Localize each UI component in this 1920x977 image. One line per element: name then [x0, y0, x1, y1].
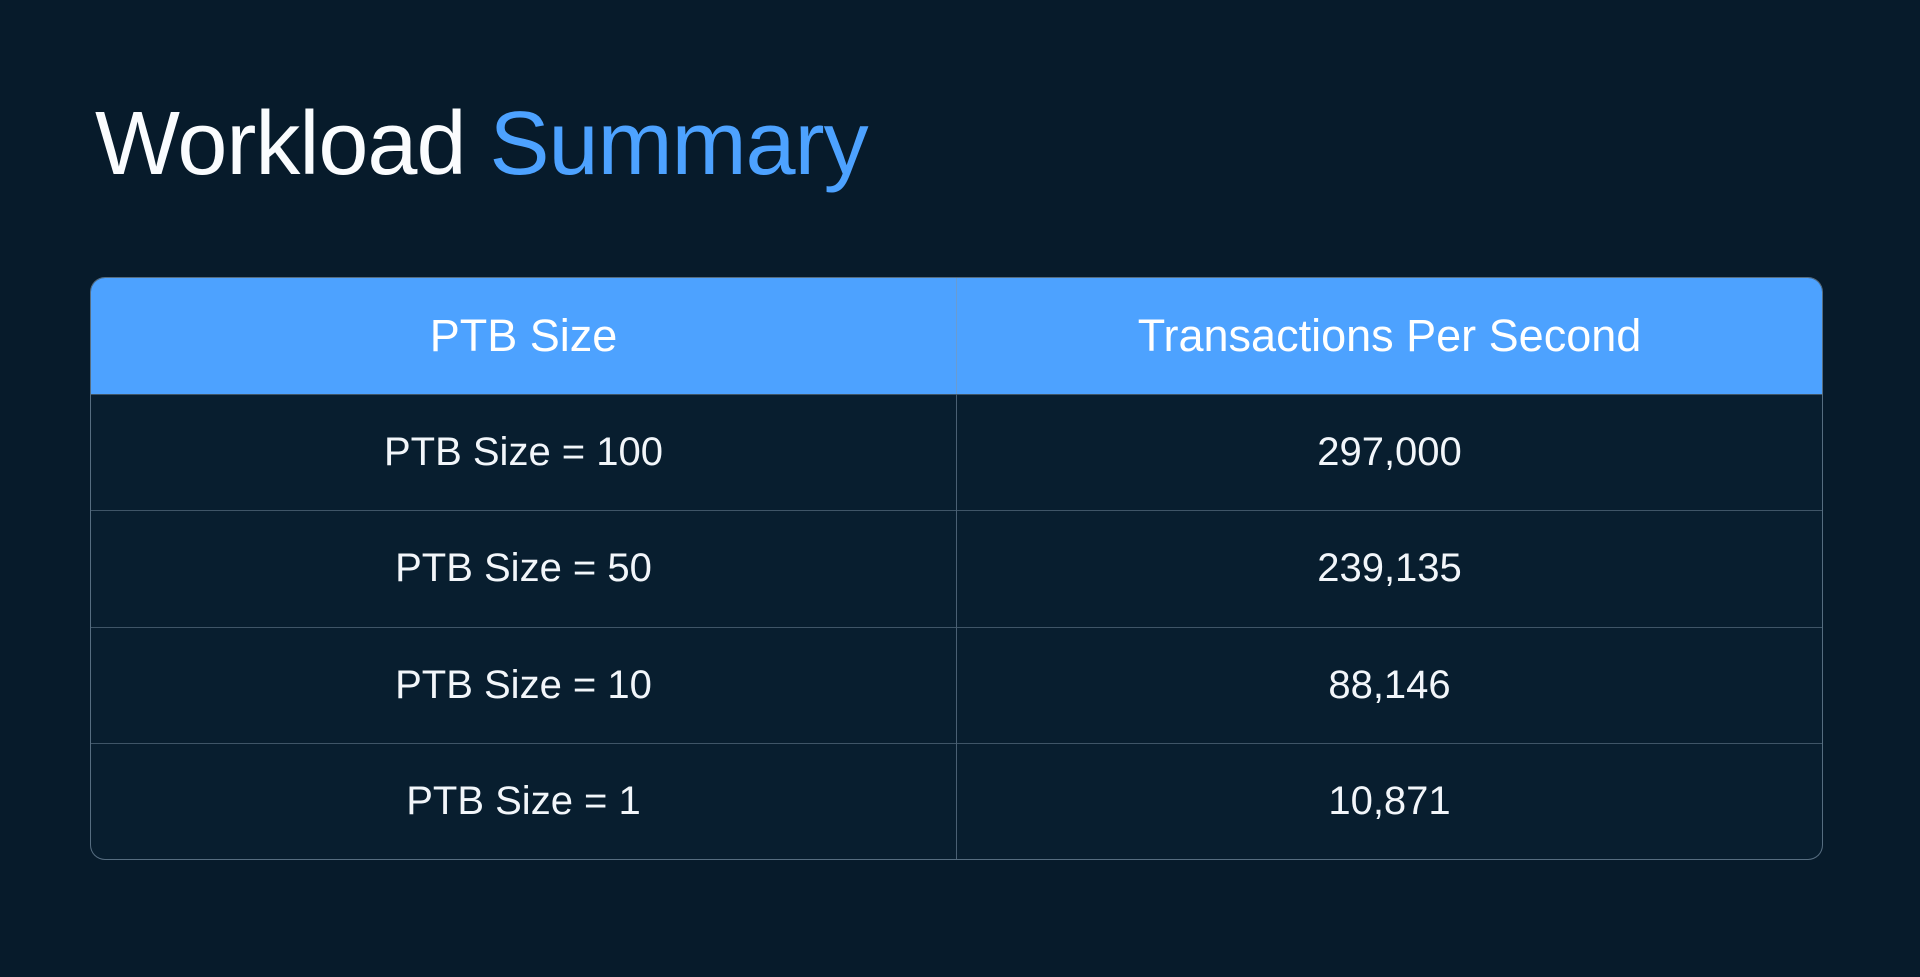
page-title-primary: Workload: [95, 94, 467, 194]
page-title-accent: Summary: [489, 94, 869, 194]
page-title: Workload Summary: [95, 90, 869, 198]
table-row: PTB Size = 1 10,871: [91, 743, 1822, 859]
table-header: PTB Size Transactions Per Second: [91, 278, 1822, 394]
cell-transactions-per-second: 297,000: [956, 393, 1822, 511]
cell-ptb-size: PTB Size = 1: [91, 743, 957, 859]
table-row: PTB Size = 10 88,146: [91, 626, 1822, 744]
cell-transactions-per-second: 239,135: [956, 510, 1822, 628]
table-row: PTB Size = 50 239,135: [91, 510, 1822, 628]
cell-transactions-per-second: 10,871: [956, 743, 1822, 859]
col-header-transactions-per-second: Transactions Per Second: [956, 278, 1822, 394]
data-table: PTB Size Transactions Per Second PTB Siz…: [91, 278, 1822, 859]
table-header-row: PTB Size Transactions Per Second: [91, 278, 1822, 394]
cell-ptb-size: PTB Size = 50: [91, 510, 957, 628]
workload-summary-table: PTB Size Transactions Per Second PTB Siz…: [90, 277, 1823, 860]
col-header-ptb-size: PTB Size: [91, 278, 957, 394]
cell-ptb-size: PTB Size = 10: [91, 626, 957, 744]
table-body: PTB Size = 100 297,000 PTB Size = 50 239,13…: [91, 393, 1822, 859]
cell-transactions-per-second: 88,146: [956, 626, 1822, 744]
cell-ptb-size: PTB Size = 100: [91, 393, 957, 511]
table-row: PTB Size = 100 297,000: [91, 393, 1822, 511]
